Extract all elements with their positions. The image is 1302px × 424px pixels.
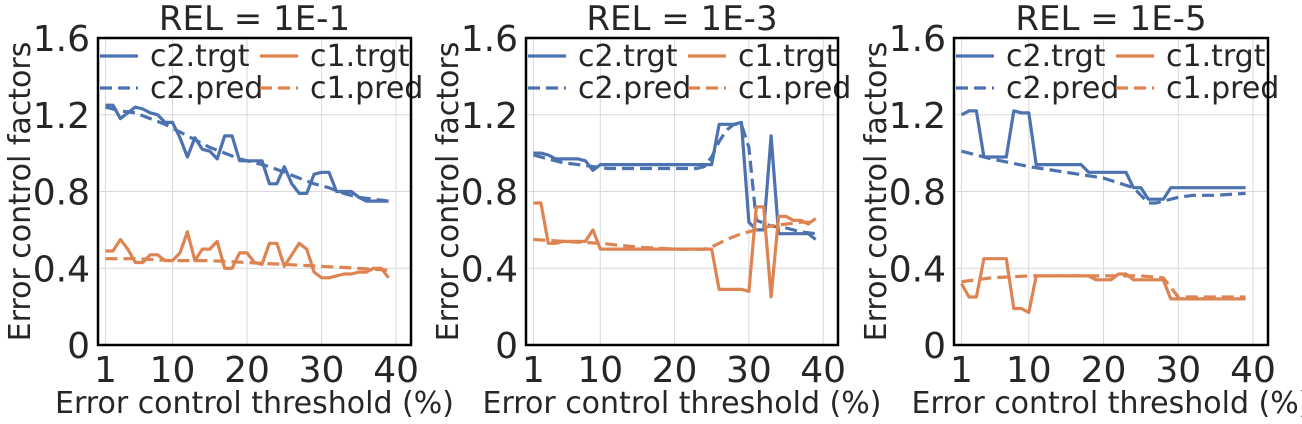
y-axis-label: Error control factors xyxy=(431,42,466,342)
x-tick-label: 40 xyxy=(800,350,846,391)
series-line-c2-pred xyxy=(105,105,389,203)
x-tick-label: 40 xyxy=(373,350,419,391)
legend-label: c2.trgt xyxy=(1006,39,1106,74)
plot-frame xyxy=(524,36,840,347)
y-tick-label: 0.8 xyxy=(33,173,90,214)
y-tick-label: 0.8 xyxy=(889,173,946,214)
x-tick-label: 10 xyxy=(150,350,196,391)
y-axis-label: Error control factors xyxy=(859,42,894,342)
x-axis-label: Error control threshold (%) xyxy=(483,386,882,421)
y-tick-label: 0.4 xyxy=(33,249,90,290)
legend-label: c1.trgt xyxy=(1166,39,1266,74)
y-tick-label: 0 xyxy=(67,326,90,367)
series-line-c1-pred xyxy=(105,257,389,272)
series-line-c1-pred xyxy=(533,220,816,251)
legend-label: c2.trgt xyxy=(578,39,678,74)
series-line-c2-trgt xyxy=(533,120,817,241)
y-axis-label: Error control factors xyxy=(3,42,38,342)
legend-label: c1.pred xyxy=(738,71,851,106)
legend-label: c2.trgt xyxy=(150,39,250,74)
x-tick-label: 10 xyxy=(1006,350,1052,391)
chart-title: REL = 1E-5 xyxy=(1015,0,1206,39)
y-tick-label: 0 xyxy=(495,326,518,367)
series-line-c2-pred xyxy=(532,122,816,236)
x-axis-label: Error control threshold (%) xyxy=(55,386,454,421)
x-tick-label: 30 xyxy=(726,350,772,391)
series-line-c2-pred xyxy=(961,149,1246,205)
legend-label: c2.pred xyxy=(150,71,263,106)
x-tick-label: 1 xyxy=(522,350,545,391)
x-tick-label: 1 xyxy=(94,350,117,391)
x-axis-label: Error control threshold (%) xyxy=(912,386,1302,421)
legend-label: c1.pred xyxy=(310,71,423,106)
y-tick-label: 1.6 xyxy=(33,19,90,60)
series-line-c1-trgt xyxy=(105,230,390,280)
legend-label: c2.pred xyxy=(578,71,691,106)
plot-frame xyxy=(96,36,413,347)
y-tick-label: 1.6 xyxy=(889,19,946,60)
series-line-c2-trgt xyxy=(960,109,1246,201)
x-tick-label: 40 xyxy=(1230,350,1276,391)
y-tick-label: 1.2 xyxy=(461,96,518,137)
chart-title: REL = 1E-1 xyxy=(159,0,350,39)
y-tick-label: 0.8 xyxy=(461,173,518,214)
legend-label: c2.pred xyxy=(1006,71,1119,106)
x-tick-label: 20 xyxy=(1081,350,1127,391)
x-tick-label: 20 xyxy=(224,350,270,391)
y-tick-label: 1.6 xyxy=(461,19,518,60)
chart-title: REL = 1E-3 xyxy=(586,0,777,39)
x-tick-label: 10 xyxy=(577,350,623,391)
y-tick-label: 0 xyxy=(923,326,946,367)
legend-label: c1.pred xyxy=(1166,71,1279,106)
legend-label: c1.trgt xyxy=(310,39,410,74)
legend-label: c1.trgt xyxy=(738,39,838,74)
x-tick-label: 30 xyxy=(299,350,345,391)
y-tick-label: 0.4 xyxy=(889,249,946,290)
x-tick-label: 20 xyxy=(652,350,698,391)
y-tick-label: 0.4 xyxy=(461,249,518,290)
y-tick-label: 1.2 xyxy=(889,96,946,137)
plot-frame xyxy=(952,36,1270,347)
x-tick-label: 1 xyxy=(950,350,973,391)
series-line-c1-trgt xyxy=(960,257,1246,314)
x-tick-label: 30 xyxy=(1155,350,1201,391)
y-tick-label: 1.2 xyxy=(33,96,90,137)
